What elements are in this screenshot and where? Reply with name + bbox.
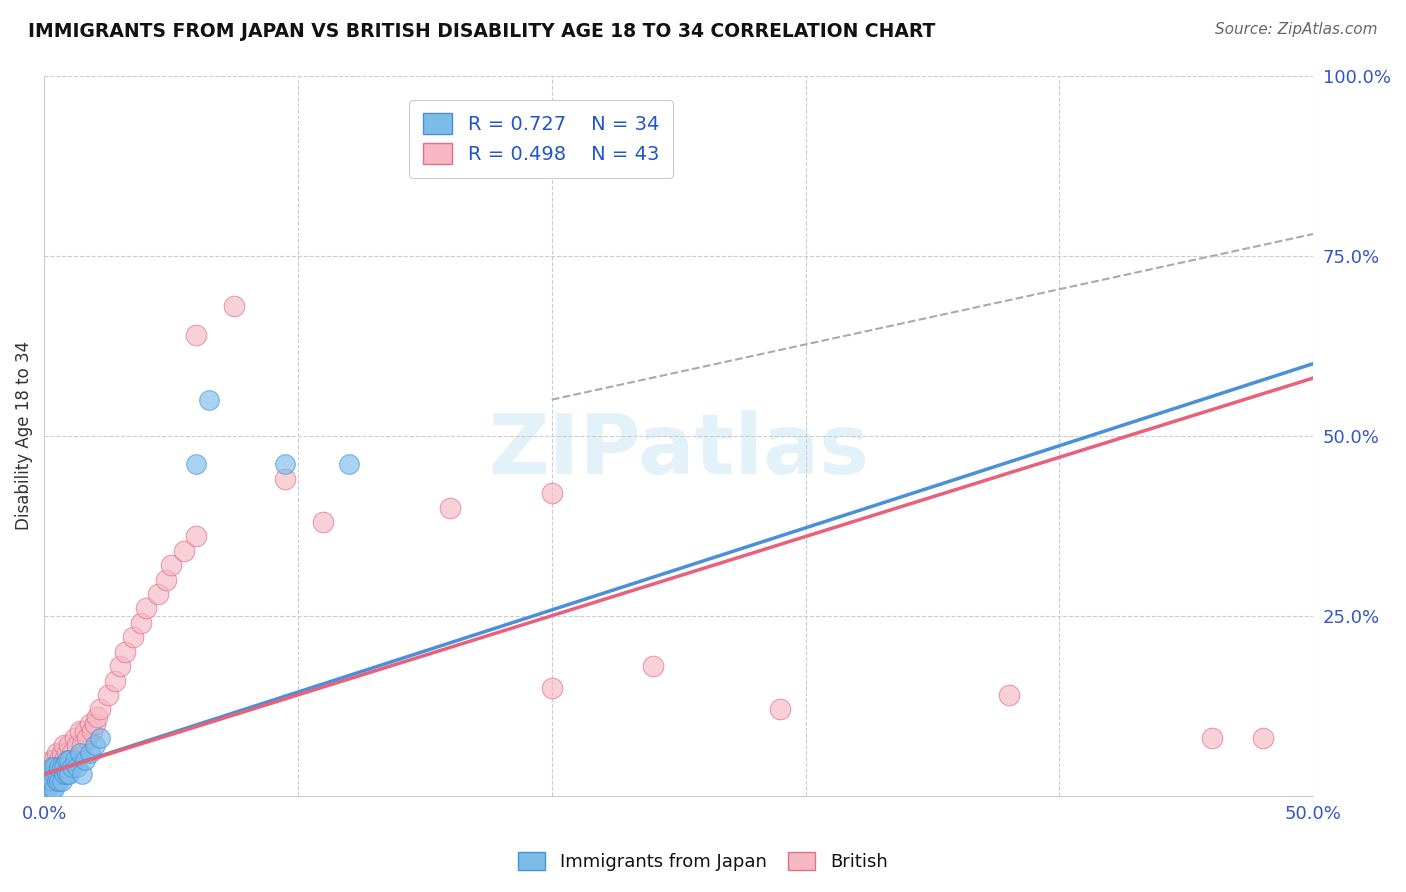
Point — [89, 702, 111, 716]
Point — [53, 739, 76, 753]
Point — [186, 327, 208, 342]
Point — [186, 529, 208, 543]
Point — [70, 767, 93, 781]
Point — [82, 723, 104, 738]
Point — [135, 601, 157, 615]
Point — [63, 731, 86, 746]
Point — [44, 753, 66, 767]
Point — [35, 781, 58, 796]
Point — [53, 767, 76, 781]
Point — [69, 746, 91, 760]
Point — [129, 615, 152, 630]
Point — [79, 746, 101, 760]
Point — [63, 753, 86, 767]
Point — [73, 753, 96, 767]
Point — [643, 659, 665, 673]
Point — [58, 739, 80, 753]
Point — [224, 299, 246, 313]
Point — [45, 767, 67, 781]
Legend: Immigrants from Japan, British: Immigrants from Japan, British — [512, 845, 894, 879]
Text: Source: ZipAtlas.com: Source: ZipAtlas.com — [1215, 22, 1378, 37]
Point — [337, 458, 360, 472]
Point — [51, 760, 73, 774]
Point — [56, 746, 79, 760]
Legend: R = 0.727    N = 34, R = 0.498    N = 43: R = 0.727 N = 34, R = 0.498 N = 43 — [409, 100, 672, 178]
Point — [110, 659, 132, 673]
Point — [66, 739, 89, 753]
Point — [35, 767, 58, 781]
Point — [83, 739, 105, 753]
Point — [60, 760, 83, 774]
Point — [439, 500, 461, 515]
Point — [51, 760, 73, 774]
Point — [41, 753, 63, 767]
Point — [274, 472, 297, 486]
Point — [44, 781, 66, 796]
Point — [155, 573, 177, 587]
Point — [48, 774, 70, 789]
Point — [122, 630, 145, 644]
Point — [769, 702, 792, 716]
Point — [997, 688, 1019, 702]
Point — [41, 760, 63, 774]
Point — [186, 458, 208, 472]
Point — [41, 774, 63, 789]
Point — [44, 760, 66, 774]
Point — [148, 587, 170, 601]
Point — [540, 486, 562, 500]
Text: ZIPatlas: ZIPatlas — [488, 409, 869, 491]
Point — [76, 731, 98, 746]
Point — [312, 515, 335, 529]
Point — [51, 774, 73, 789]
Point — [198, 392, 221, 407]
Y-axis label: Disability Age 18 to 34: Disability Age 18 to 34 — [15, 341, 32, 530]
Point — [53, 760, 76, 774]
Point — [160, 558, 183, 573]
Point — [58, 753, 80, 767]
Point — [274, 458, 297, 472]
Point — [540, 681, 562, 695]
Point — [66, 760, 89, 774]
Point — [48, 760, 70, 774]
Point — [83, 716, 105, 731]
Point — [38, 774, 60, 789]
Point — [44, 767, 66, 781]
Point — [38, 767, 60, 781]
Point — [58, 767, 80, 781]
Point — [69, 723, 91, 738]
Point — [104, 673, 127, 688]
Point — [73, 723, 96, 738]
Point — [173, 544, 195, 558]
Point — [41, 767, 63, 781]
Point — [79, 716, 101, 731]
Point — [1251, 731, 1274, 746]
Point — [114, 645, 136, 659]
Point — [45, 760, 67, 774]
Point — [41, 781, 63, 796]
Point — [51, 746, 73, 760]
Point — [86, 709, 108, 723]
Point — [53, 753, 76, 767]
Point — [56, 767, 79, 781]
Point — [45, 774, 67, 789]
Point — [44, 760, 66, 774]
Point — [38, 760, 60, 774]
Point — [89, 731, 111, 746]
Point — [56, 753, 79, 767]
Point — [1201, 731, 1223, 746]
Point — [48, 753, 70, 767]
Text: IMMIGRANTS FROM JAPAN VS BRITISH DISABILITY AGE 18 TO 34 CORRELATION CHART: IMMIGRANTS FROM JAPAN VS BRITISH DISABIL… — [28, 22, 935, 41]
Point — [45, 746, 67, 760]
Point — [70, 739, 93, 753]
Point — [97, 688, 120, 702]
Point — [58, 753, 80, 767]
Point — [60, 746, 83, 760]
